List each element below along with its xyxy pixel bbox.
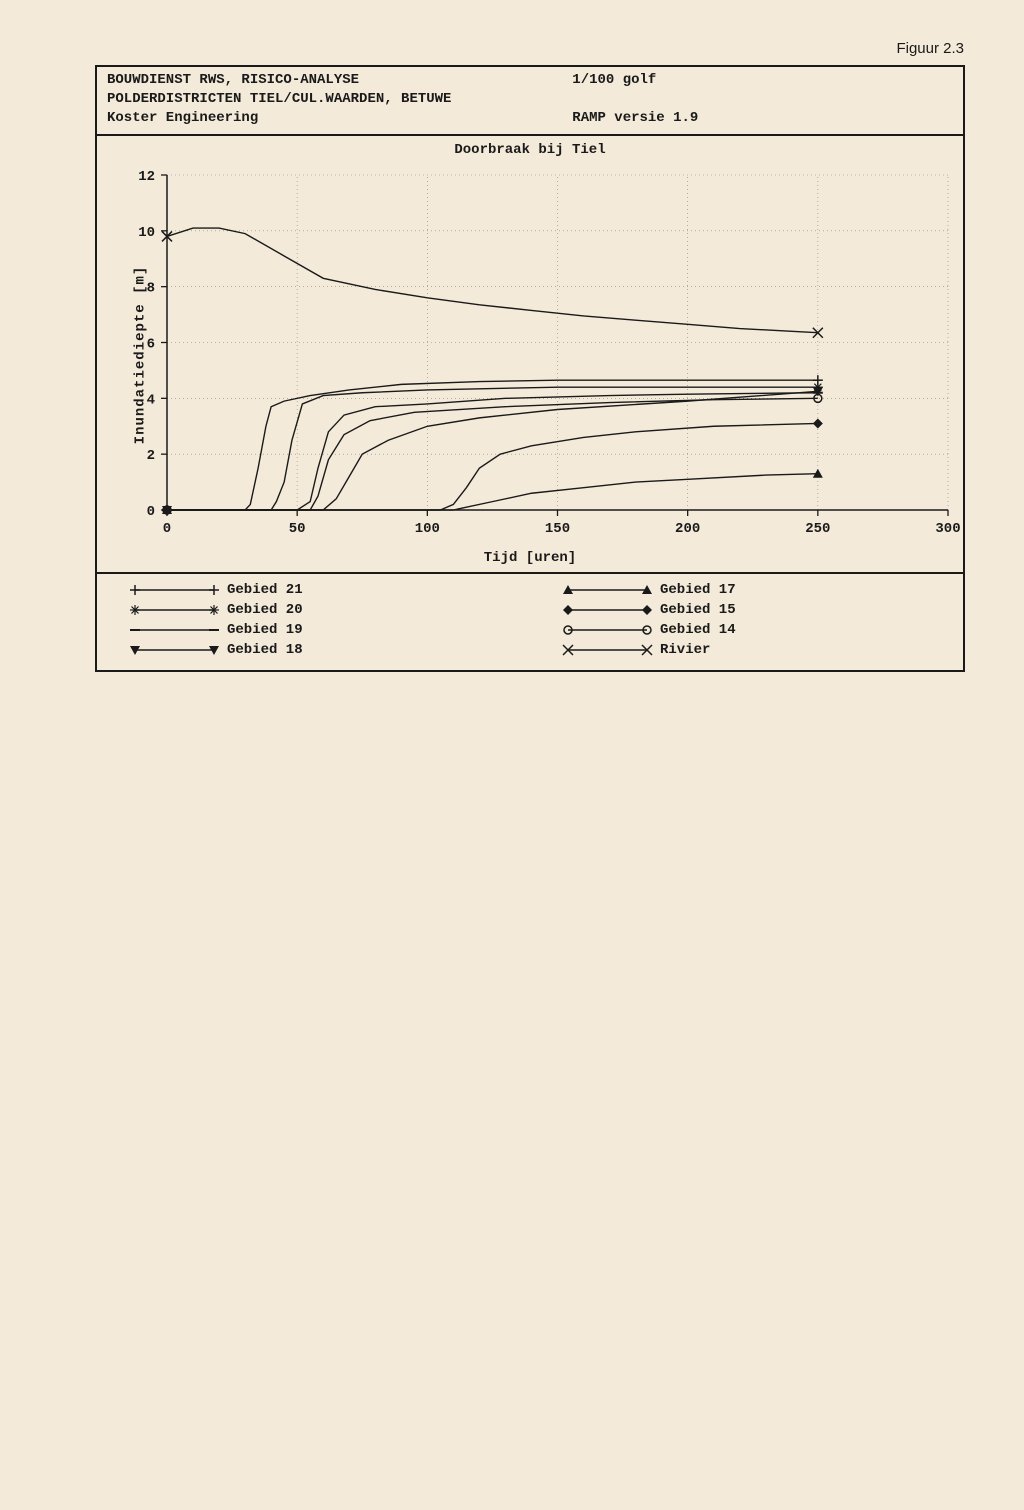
legend-label: Gebied 21 — [222, 582, 303, 598]
legend-column-1: Gebied 21 Gebied 20 Gebied 19 Gebied 18 — [97, 580, 530, 660]
header-l2-left: POLDERDISTRICTEN TIEL/CUL.WAARDEN, BETUW… — [107, 90, 572, 109]
legend-swatch-cross — [560, 642, 655, 658]
legend-swatch-triangle-down — [127, 642, 222, 658]
svg-text:10: 10 — [138, 225, 155, 241]
legend-swatch-plus — [127, 582, 222, 598]
legend-label: Gebied 17 — [655, 582, 736, 598]
legend-swatch-dash — [127, 622, 222, 638]
legend-label: Gebied 14 — [655, 622, 736, 638]
chart-svg: 050100150200250300024681012 — [97, 160, 963, 550]
legend-label: Gebied 15 — [655, 602, 736, 618]
legend-item: Gebied 19 — [97, 620, 530, 640]
legend-label: Gebied 19 — [222, 622, 303, 638]
header-l3-left: Koster Engineering — [107, 109, 572, 128]
svg-text:2: 2 — [147, 448, 155, 464]
legend-swatch-circle — [560, 622, 655, 638]
chart-title: Doorbraak bij Tiel — [97, 136, 963, 160]
header-l3-right: RAMP versie 1.9 — [572, 109, 953, 128]
legend-item: Gebied 14 — [530, 620, 963, 640]
header-l1-right: 1/100 golf — [572, 71, 953, 90]
x-axis-label: Tijd [uren] — [97, 550, 963, 572]
svg-text:300: 300 — [935, 521, 960, 537]
svg-text:100: 100 — [415, 521, 440, 537]
svg-text:200: 200 — [675, 521, 700, 537]
legend-item: Gebied 15 — [530, 600, 963, 620]
legend-swatch-triangle-up — [560, 582, 655, 598]
chart-header: BOUWDIENST RWS, RISICO-ANALYSE 1/100 gol… — [97, 67, 963, 136]
legend-swatch-diamond — [560, 602, 655, 618]
legend-column-2: Gebied 17 Gebied 15 Gebied 14 Rivier — [530, 580, 963, 660]
svg-text:250: 250 — [805, 521, 830, 537]
header-l2-right — [572, 90, 953, 109]
legend-swatch-star — [127, 602, 222, 618]
legend-item: Gebied 21 — [97, 580, 530, 600]
legend-item: Rivier — [530, 640, 963, 660]
y-axis-label: Inundatiediepte [m] — [132, 265, 148, 444]
legend-label: Gebied 20 — [222, 602, 303, 618]
legend-label: Rivier — [655, 642, 710, 658]
chart-frame: BOUWDIENST RWS, RISICO-ANALYSE 1/100 gol… — [95, 65, 965, 672]
header-l1-left: BOUWDIENST RWS, RISICO-ANALYSE — [107, 71, 572, 90]
figure-number-label: Figuur 2.3 — [896, 40, 964, 57]
legend-item: Gebied 17 — [530, 580, 963, 600]
chart-area: Inundatiediepte [m] 0 50 100 150 200 250 300 0 2… — [97, 160, 963, 550]
legend-item: Gebied 20 — [97, 600, 530, 620]
legend: Gebied 21 Gebied 20 Gebied 19 Gebied 18 Geb… — [97, 572, 963, 670]
svg-text:0: 0 — [147, 504, 155, 520]
svg-text:0: 0 — [163, 521, 171, 537]
svg-text:150: 150 — [545, 521, 570, 537]
legend-item: Gebied 18 — [97, 640, 530, 660]
legend-label: Gebied 18 — [222, 642, 303, 658]
svg-text:50: 50 — [289, 521, 306, 537]
svg-text:12: 12 — [138, 169, 155, 185]
